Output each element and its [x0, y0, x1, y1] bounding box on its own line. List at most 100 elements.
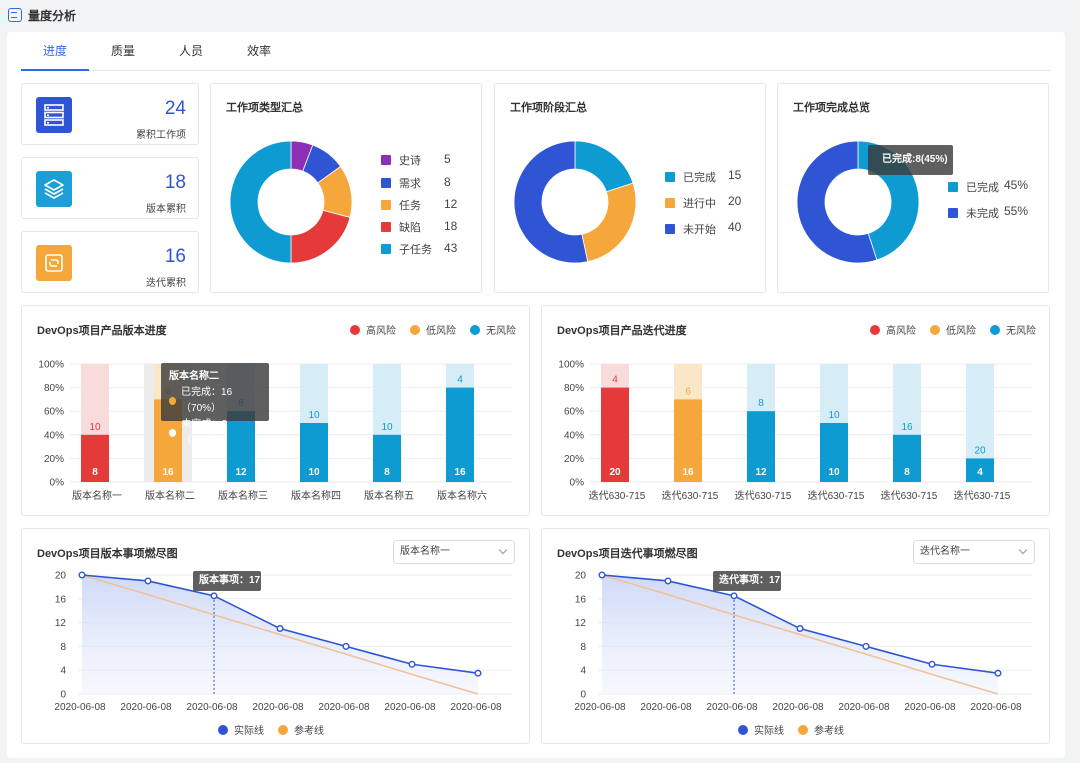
- x-tick-label: 版本名称三: [218, 489, 268, 502]
- stat-card-work-items: 24 累积工作项: [21, 83, 199, 145]
- y-tick-label: 16: [55, 594, 67, 605]
- actual-point: [210, 592, 218, 600]
- stat-card-versions: 18 版本累积: [21, 157, 199, 219]
- y-tick-label: 20%: [564, 454, 584, 465]
- layers-icon: [36, 171, 72, 207]
- bar-done-label: 8: [904, 467, 910, 478]
- stat-value: 16: [164, 246, 186, 267]
- bar-done: [227, 411, 255, 482]
- x-tick-label: 2020-06-08: [838, 702, 890, 713]
- stage-summary-card: 工作项阶段汇总 已完成 15 进行中 20 未开始 40: [494, 83, 766, 293]
- iteration-progress-card: DevOps项目产品迭代进度 高风险 低风险 无风险 100% 80% 60% 40%…: [541, 305, 1050, 516]
- y-tick-label: 60%: [44, 407, 64, 418]
- x-tick-label: 2020-06-08: [574, 702, 626, 713]
- reference-line: [601, 574, 999, 695]
- tab-progress[interactable]: 进度: [21, 32, 89, 71]
- legend-swatch: [218, 724, 228, 735]
- actual-point: [994, 669, 1002, 677]
- x-tick-label: 2020-06-08: [186, 702, 238, 713]
- y-tick-label: 80%: [44, 383, 64, 394]
- burndown-tooltip: 版本事项：17: [193, 571, 261, 591]
- bar-undone-label: 10: [89, 422, 101, 433]
- legend-label: 实际线: [234, 726, 264, 737]
- select-value: 版本名称一: [400, 546, 450, 557]
- bar-undone-label: 20: [974, 445, 986, 456]
- legend-swatch: [738, 724, 748, 735]
- y-tick-label: 60%: [564, 407, 584, 418]
- actual-point: [342, 642, 350, 650]
- legend-value: 5: [444, 152, 451, 166]
- y-tick-label: 0%: [50, 478, 65, 489]
- legend-label: 高风险: [886, 326, 916, 337]
- iteration-bar-chart: 100% 80% 60% 40% 20% 0% 20 4 迭代630-715 16 6 迭代630-7…: [558, 360, 1032, 502]
- bar-undone-label: 10: [381, 422, 393, 433]
- burndown-legend: 实际线 参考线: [738, 722, 844, 737]
- version-progress-card: DevOps项目产品版本进度 高风险 低风险 无风险 100% 80% 60% 40%…: [21, 305, 530, 516]
- stat-value: 24: [164, 98, 186, 119]
- bar-done: [674, 399, 702, 482]
- x-tick-label: 迭代630-715: [881, 490, 938, 502]
- x-tick-label: 迭代630-715: [954, 490, 1011, 502]
- legend-label: 实际线: [754, 726, 784, 737]
- x-tick-label: 版本名称六: [437, 489, 487, 502]
- tab-bar: 进度 质量 人员 效率: [21, 32, 1051, 71]
- legend-label: 参考线: [294, 726, 324, 737]
- stat-label: 迭代累积: [146, 278, 186, 289]
- card-title: 工作项类型汇总: [226, 102, 303, 114]
- y-tick-label: 16: [575, 594, 587, 605]
- actual-point: [276, 625, 284, 633]
- completion-card: 工作项完成总览 已完成:8(45%) 已完成 45% 未完成 55%: [777, 83, 1049, 293]
- legend-value: 15: [728, 168, 742, 182]
- donut-slice: [796, 140, 878, 264]
- legend-swatch: [470, 324, 480, 335]
- bar-done: [966, 458, 994, 482]
- legend-item: 史诗: [381, 152, 421, 168]
- iteration-select[interactable]: 迭代名称一: [913, 540, 1035, 564]
- legend-value: 55%: [1004, 204, 1029, 218]
- x-tick-label: 2020-06-08: [970, 702, 1022, 713]
- legend-swatch: [350, 324, 360, 335]
- bar-done: [747, 411, 775, 482]
- tab-efficiency[interactable]: 效率: [246, 44, 271, 58]
- bar-done: [81, 434, 109, 482]
- x-tick-label: 2020-06-08: [640, 702, 692, 713]
- tab-people[interactable]: 人员: [178, 44, 203, 58]
- x-tick-label: 2020-06-08: [450, 702, 502, 713]
- x-tick-label: 迭代630-715: [662, 490, 719, 502]
- x-tick-label: 2020-06-08: [252, 702, 304, 713]
- legend-value: 8: [444, 175, 451, 189]
- bar-done: [601, 387, 629, 482]
- tab-quality[interactable]: 质量: [110, 44, 135, 58]
- card-title: DevOps项目迭代事项燃尽图: [557, 548, 698, 560]
- y-tick-label: 4: [580, 666, 586, 677]
- tooltip-row: 已完成：16（70%）: [169, 385, 261, 417]
- actual-point: [474, 669, 482, 677]
- legend-item: 未开始: [665, 221, 716, 237]
- stage-donut-chart: [513, 140, 637, 264]
- server-icon: [36, 97, 72, 133]
- bar-done-label: 20: [609, 467, 621, 478]
- y-tick-label: 8: [60, 642, 66, 653]
- legend-label: 低风险: [426, 326, 456, 337]
- x-tick-label: 迭代630-715: [589, 490, 646, 502]
- bar-done-label: 8: [384, 467, 390, 478]
- bar-done: [893, 434, 921, 482]
- y-tick-label: 100%: [38, 360, 64, 371]
- actual-point: [144, 577, 152, 585]
- actual-point: [408, 660, 416, 668]
- x-tick-label: 2020-06-08: [54, 702, 106, 713]
- version-select[interactable]: 版本名称一: [393, 540, 515, 564]
- bar-done-label: 10: [308, 467, 320, 478]
- y-tick-label: 0: [60, 690, 66, 701]
- page-title: 量度分析: [28, 8, 77, 23]
- legend-swatch: [278, 724, 288, 735]
- bar-undone-label: 16: [901, 422, 913, 433]
- legend-label: 低风险: [946, 326, 976, 337]
- donut-slice: [229, 140, 292, 264]
- legend-swatch: [930, 324, 940, 335]
- type-summary-card: 工作项类型汇总 史诗 5 需求 8 任务 12 缺陷 18 子任务 43: [210, 83, 482, 293]
- stat-value: 18: [164, 172, 186, 193]
- actual-point: [928, 660, 936, 668]
- y-tick-label: 12: [575, 618, 587, 629]
